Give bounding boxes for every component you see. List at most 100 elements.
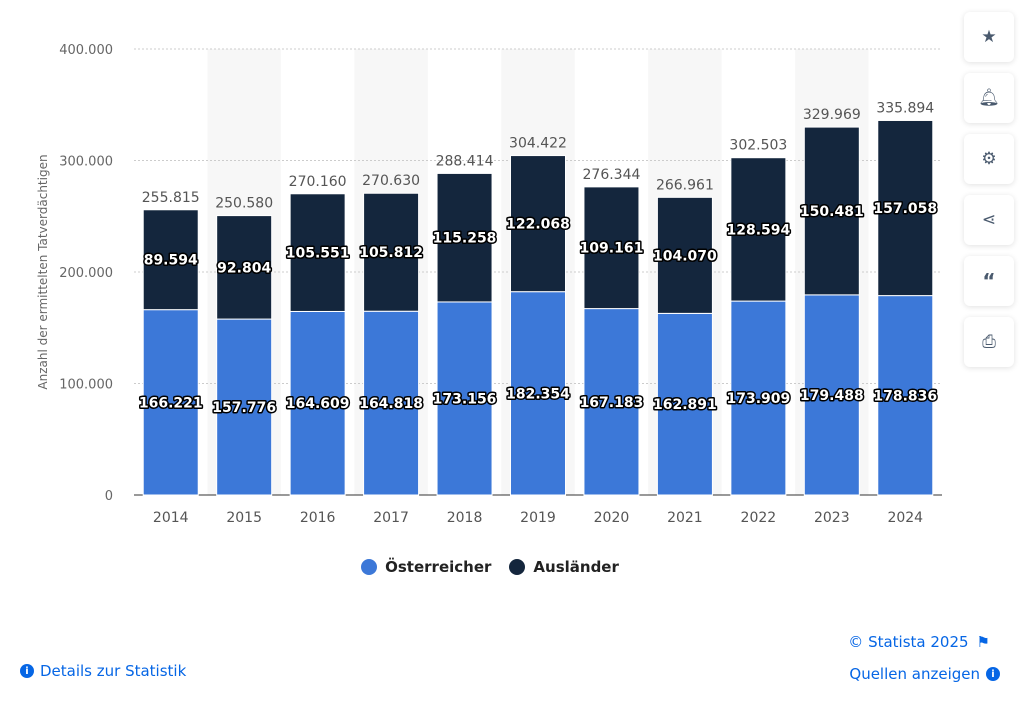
bar-auslaender xyxy=(510,155,566,293)
legend-item-auslaender[interactable]: Ausländer xyxy=(509,558,619,576)
data-label: 89.594 xyxy=(144,253,198,269)
y-axis-title: Anzahl der ermittelten Tatverdächtigen xyxy=(36,154,50,389)
legend-dot xyxy=(509,559,526,575)
bar-oesterreicher xyxy=(289,310,346,496)
x-tick-label: 2016 xyxy=(300,510,336,526)
total-label: 276.344 xyxy=(583,167,641,183)
data-label: 157.058 xyxy=(873,201,937,217)
data-label: 166.221 xyxy=(139,395,203,411)
bar-auslaender xyxy=(289,193,346,312)
data-label: 179.488 xyxy=(800,388,864,404)
legend-dot xyxy=(361,559,378,575)
settings-button[interactable]: ⚙ xyxy=(964,134,1014,184)
x-tick-label: 2021 xyxy=(667,510,703,526)
data-label: 173.156 xyxy=(433,391,497,407)
share-button[interactable]: ⋖ xyxy=(964,195,1014,245)
bar-oesterreicher xyxy=(803,294,860,496)
copyright: © Statista 2025 ⚑ xyxy=(848,633,990,651)
total-label: 304.422 xyxy=(509,136,567,152)
data-label: 157.776 xyxy=(212,400,276,416)
y-tick-label: 300.000 xyxy=(59,155,113,170)
total-label: 288.414 xyxy=(436,153,494,169)
x-tick-label: 2018 xyxy=(447,510,483,526)
bar-auslaender xyxy=(142,209,199,311)
favorite-button[interactable]: ★ xyxy=(964,12,1014,62)
data-label: 105.812 xyxy=(359,245,423,261)
data-label: 92.804 xyxy=(217,260,271,276)
total-label: 255.815 xyxy=(142,190,200,206)
data-label: 173.909 xyxy=(726,391,790,407)
details-label: Details zur Statistik xyxy=(40,662,187,680)
bar-oesterreicher xyxy=(877,295,934,496)
x-tick-label: 2017 xyxy=(373,510,409,526)
y-tick-label: 200.000 xyxy=(59,266,113,281)
cite-button[interactable]: “ xyxy=(964,256,1014,306)
x-tick-label: 2020 xyxy=(594,510,630,526)
bar-auslaender xyxy=(436,172,493,303)
data-label: 182.354 xyxy=(506,386,570,402)
print-icon: ⎙ xyxy=(982,332,996,352)
bar-auslaender xyxy=(877,119,934,297)
bar-auslaender xyxy=(730,157,787,302)
bar-auslaender xyxy=(803,126,860,296)
bar-oesterreicher xyxy=(510,291,566,496)
total-label: 329.969 xyxy=(803,107,861,123)
legend: Österreicher Ausländer xyxy=(0,558,980,576)
bar-auslaender xyxy=(656,196,713,314)
x-tick-label: 2019 xyxy=(520,510,556,526)
print-button[interactable]: ⎙ xyxy=(964,317,1014,367)
quote-icon: “ xyxy=(982,269,996,293)
x-tick-label: 2024 xyxy=(887,510,923,526)
data-label: 115.258 xyxy=(433,231,497,247)
sources-link[interactable]: Quellen anzeigen i xyxy=(849,665,1000,683)
share-icon: ⋖ xyxy=(981,210,997,230)
data-label: 164.609 xyxy=(286,396,350,412)
info-icon: i xyxy=(20,664,34,678)
data-label: 164.818 xyxy=(359,396,423,412)
data-label: 105.551 xyxy=(286,246,350,262)
x-tick-label: 2014 xyxy=(153,510,189,526)
data-label: 109.161 xyxy=(580,241,644,257)
info-icon: i xyxy=(986,667,1000,681)
legend-label: Ausländer xyxy=(533,558,619,576)
y-tick-label: 0 xyxy=(105,489,113,504)
bar-oesterreicher xyxy=(142,309,199,496)
bar-oesterreicher xyxy=(216,318,273,496)
data-label: 150.481 xyxy=(800,204,864,220)
bar-auslaender xyxy=(583,186,640,310)
data-label: 178.836 xyxy=(873,388,937,404)
bar-auslaender xyxy=(216,215,273,320)
x-tick-label: 2015 xyxy=(226,510,262,526)
total-label: 335.894 xyxy=(876,100,934,116)
total-label: 270.160 xyxy=(289,174,347,190)
stacked-bar-chart: 0 100.000 200.000 300.000 400.000 Anzahl der … xyxy=(36,43,942,526)
notification-button[interactable]: 🔔︎ xyxy=(964,73,1014,123)
bar-oesterreicher xyxy=(363,310,420,496)
data-label: 162.891 xyxy=(653,397,717,413)
x-tick-label: 2022 xyxy=(741,510,777,526)
total-label: 302.503 xyxy=(729,138,787,154)
total-label: 266.961 xyxy=(656,177,714,193)
data-label: 167.183 xyxy=(580,395,644,411)
data-label: 104.070 xyxy=(653,248,717,264)
sources-label: Quellen anzeigen xyxy=(849,665,980,683)
details-link[interactable]: i Details zur Statistik xyxy=(20,662,186,680)
bar-oesterreicher xyxy=(656,312,713,496)
y-tick-label: 400.000 xyxy=(59,43,113,58)
legend-label: Österreicher xyxy=(385,558,492,576)
x-tick-label: 2023 xyxy=(814,510,850,526)
total-label: 250.580 xyxy=(215,196,273,212)
legend-item-oesterreicher[interactable]: Österreicher xyxy=(361,558,491,576)
data-label: 122.068 xyxy=(506,217,570,233)
total-label: 270.630 xyxy=(362,173,420,189)
bar-oesterreicher xyxy=(436,301,493,496)
bell-icon: 🔔︎ xyxy=(978,88,1000,108)
star-icon: ★ xyxy=(981,27,997,47)
y-tick-label: 100.000 xyxy=(59,378,113,393)
data-label: 128.594 xyxy=(726,222,790,238)
flag-icon: ⚑ xyxy=(976,633,990,651)
gear-icon: ⚙ xyxy=(981,149,997,169)
bar-auslaender xyxy=(363,192,420,312)
toolbar: ★ 🔔︎ ⚙ ⋖ “ ⎙ xyxy=(964,12,1014,378)
copyright-link[interactable]: © Statista 2025 xyxy=(848,633,969,651)
